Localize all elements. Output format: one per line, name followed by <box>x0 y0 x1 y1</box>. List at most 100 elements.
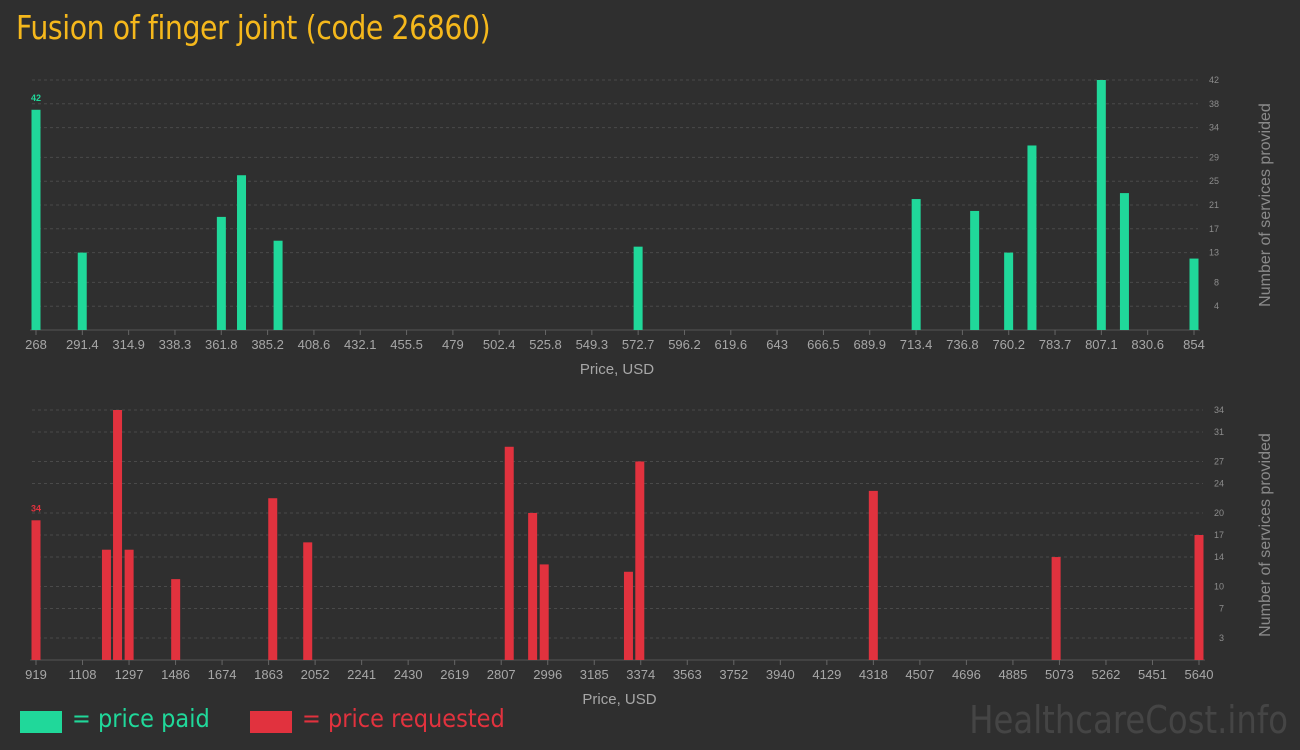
chart1-bar <box>101 549 111 660</box>
legend-requested-label: = price requested <box>302 704 505 733</box>
chart0-xtick-label: 572.7 <box>622 337 655 352</box>
chart0-xtick-label: 854 <box>1183 337 1205 352</box>
chart0-xtick-label: 291.4 <box>66 337 99 352</box>
legend-requested-swatch <box>250 711 292 733</box>
chart1-bar <box>171 579 181 660</box>
chart1-bar <box>623 571 633 660</box>
chart0-ytick-label: 42 <box>1209 75 1219 85</box>
chart0-bar <box>970 210 980 330</box>
chart0-xtick-label: 783.7 <box>1039 337 1072 352</box>
chart1-bar <box>528 512 538 660</box>
chart1-xtick-label: 5451 <box>1138 667 1167 682</box>
chart0-xtick-label: 689.9 <box>853 337 886 352</box>
chart0-y-axis-label: Number of services provided <box>1257 103 1274 307</box>
chart0-ytick-label: 4 <box>1214 301 1219 311</box>
chart1-ytick-label: 17 <box>1214 530 1224 540</box>
chart0-xtick-label: 525.8 <box>529 337 562 352</box>
chart1-xtick-label: 5640 <box>1185 667 1214 682</box>
chart1-bar <box>635 461 645 660</box>
chart0-xtick-label: 502.4 <box>483 337 516 352</box>
chart1-xtick-label: 919 <box>25 667 47 682</box>
chart1-bar <box>1051 557 1061 660</box>
chart1-bar <box>303 542 313 660</box>
chart0-ytick-label: 34 <box>1209 123 1219 133</box>
chart0-xtick-label: 314.9 <box>112 337 145 352</box>
chart1-ytick-label: 14 <box>1214 552 1224 562</box>
chart0-xtick-label: 760.2 <box>992 337 1025 352</box>
chart0-bar <box>237 175 247 330</box>
chart0-ytick-label: 38 <box>1209 99 1219 109</box>
chart0-ytick-label: 17 <box>1209 224 1219 234</box>
chart0-bar <box>1189 258 1199 330</box>
chart1-xtick-label: 1674 <box>208 667 237 682</box>
chart0-xtick-label: 385.2 <box>251 337 284 352</box>
chart0-bar <box>1096 80 1106 330</box>
chart0-xtick-label: 268 <box>25 337 47 352</box>
chart1-ytick-label: 24 <box>1214 479 1224 489</box>
chart1-xtick-label: 5073 <box>1045 667 1074 682</box>
chart0-bar <box>77 252 87 330</box>
chart1-ytick-label: 31 <box>1214 427 1224 437</box>
chart1-xtick-label: 2996 <box>533 667 562 682</box>
chart1-xtick-label: 1297 <box>115 667 144 682</box>
chart0-xtick-label: 807.1 <box>1085 337 1118 352</box>
chart1-xtick-label: 3185 <box>580 667 609 682</box>
chart0-bar <box>216 216 226 330</box>
chart1-x-axis-label: Price, USD <box>582 691 656 708</box>
chart1-bar <box>539 564 549 660</box>
chart0-peak-label: 42 <box>31 93 41 103</box>
chart1-ytick-label: 34 <box>1214 405 1224 415</box>
chart1-xtick-label: 2807 <box>487 667 516 682</box>
chart0-bar <box>273 240 283 330</box>
chart0-xtick-label: 455.5 <box>390 337 423 352</box>
chart0-xtick-label: 361.8 <box>205 337 238 352</box>
chart1-bar <box>124 549 134 660</box>
chart1-bar <box>113 410 123 660</box>
watermark: HealthcareCost.info <box>969 698 1288 742</box>
chart0-xtick-label: 736.8 <box>946 337 979 352</box>
chart0-bar <box>1027 145 1037 330</box>
chart1-xtick-label: 1486 <box>161 667 190 682</box>
chart0-bar <box>911 199 921 330</box>
chart0-xtick-label: 338.3 <box>159 337 192 352</box>
chart0-ytick-label: 8 <box>1214 277 1219 287</box>
chart0-bar <box>1119 193 1129 330</box>
chart1-peak-label: 34 <box>31 503 41 513</box>
chart1-xtick-label: 4507 <box>905 667 934 682</box>
chart0-xtick-label: 643 <box>766 337 788 352</box>
chart1-ytick-label: 3 <box>1219 633 1224 643</box>
chart0-xtick-label: 479 <box>442 337 464 352</box>
chart1-xtick-label: 3940 <box>766 667 795 682</box>
chart1-bar <box>504 446 514 660</box>
chart0-xtick-label: 666.5 <box>807 337 840 352</box>
chart0-bar <box>633 246 643 330</box>
chart0-xtick-label: 830.6 <box>1131 337 1164 352</box>
chart0-xtick-label: 549.3 <box>576 337 609 352</box>
chart0-xtick-label: 596.2 <box>668 337 701 352</box>
chart0-xtick-label: 619.6 <box>715 337 748 352</box>
chart1-xtick-label: 4129 <box>812 667 841 682</box>
chart1-xtick-label: 4696 <box>952 667 981 682</box>
chart0-bar <box>1004 252 1014 330</box>
chart1-xtick-label: 2052 <box>301 667 330 682</box>
chart0-ytick-label: 25 <box>1209 176 1219 186</box>
chart1-xtick-label: 3563 <box>673 667 702 682</box>
legend-paid-swatch <box>20 711 62 733</box>
chart1-xtick-label: 1863 <box>254 667 283 682</box>
chart1-xtick-label: 2619 <box>440 667 469 682</box>
chart0-bar <box>31 109 41 330</box>
chart1-ytick-label: 20 <box>1214 508 1224 518</box>
chart0-ytick-label: 13 <box>1209 248 1219 258</box>
chart1-xtick-label: 5262 <box>1091 667 1120 682</box>
chart0-xtick-label: 432.1 <box>344 337 377 352</box>
chart1-ytick-label: 7 <box>1219 604 1224 614</box>
chart1-xtick-label: 1108 <box>69 667 97 682</box>
chart0-xtick-label: 713.4 <box>900 337 933 352</box>
chart1-bar <box>1194 535 1204 660</box>
page-title: Fusion of finger joint (code 26860) <box>16 8 491 47</box>
chart0-ytick-label: 29 <box>1209 152 1219 162</box>
chart1-xtick-label: 3374 <box>626 667 655 682</box>
legend-paid-label: = price paid <box>72 704 210 733</box>
